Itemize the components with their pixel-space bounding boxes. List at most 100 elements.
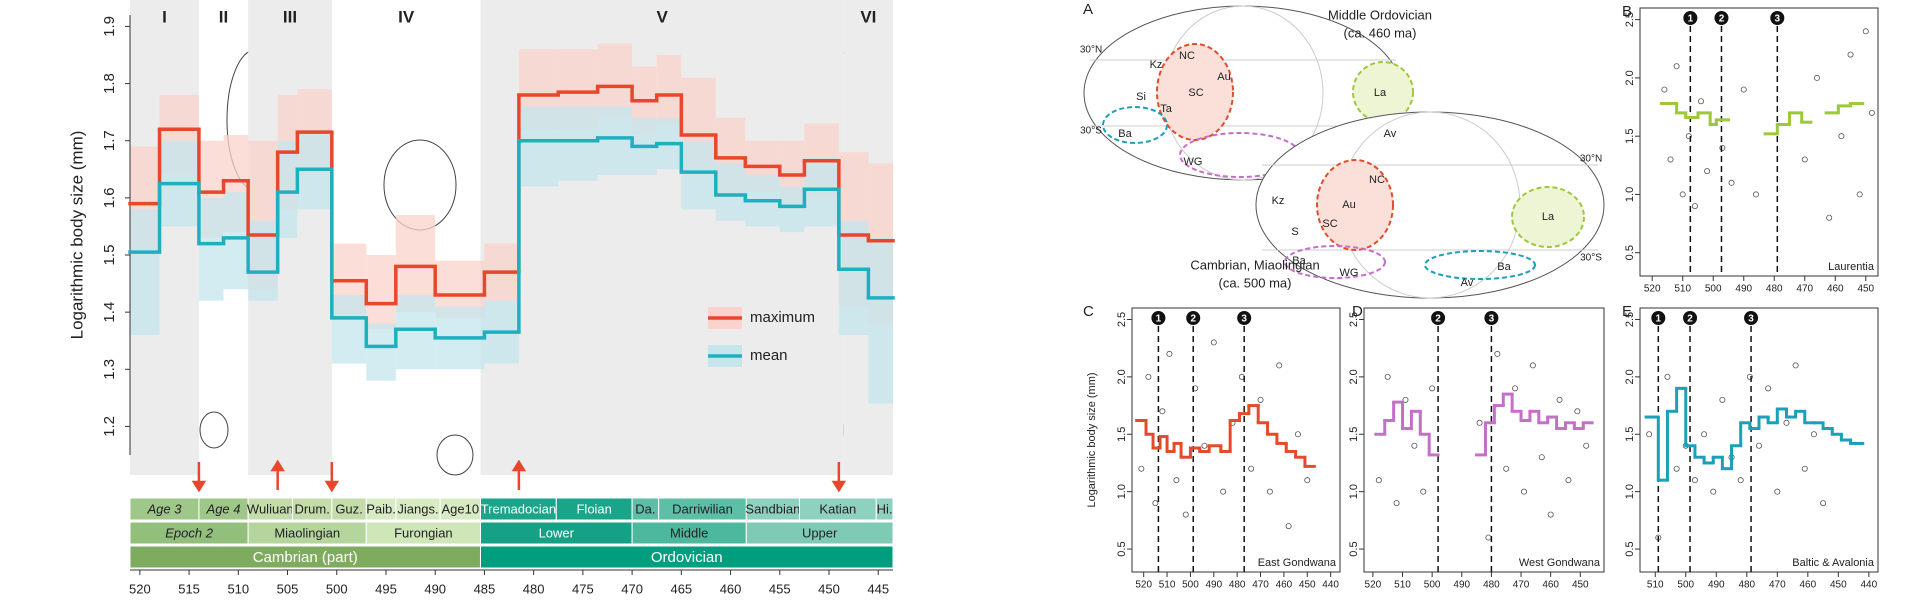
data-point <box>1756 442 1763 449</box>
data-point <box>1384 373 1391 380</box>
y-tick-label: 2.0 <box>1624 70 1636 85</box>
x-tick-label: 450 <box>1857 284 1874 295</box>
x-tick-label: 490 <box>1205 580 1222 591</box>
data-point <box>1704 168 1711 175</box>
phase-label: III <box>283 7 297 26</box>
x-tick-label: 490 <box>1453 580 1470 591</box>
data-point <box>1667 156 1674 163</box>
x-tick-label: 470 <box>1513 580 1530 591</box>
data-point <box>1476 419 1483 426</box>
chart: 0.5 1.0 1.5 2.0 2.5 510 500 490 480 470 460 450 440 1… <box>1622 303 1879 591</box>
region-label: Baltic & Avalonia <box>1792 557 1875 569</box>
x-tick-label: 480 <box>1483 580 1500 591</box>
data-point <box>1201 442 1208 449</box>
data-point <box>1257 396 1264 403</box>
x-tick-label: 460 <box>720 581 742 596</box>
y-tick-label: 1.8 <box>101 73 118 94</box>
x-tick-label: 480 <box>1766 284 1783 295</box>
panel-letter: D <box>1352 303 1363 320</box>
event-marker <box>1683 11 1698 25</box>
event-label: 2 <box>1719 14 1725 25</box>
y-tick-label: 1.7 <box>101 130 118 151</box>
data-point <box>1411 442 1418 449</box>
data-point <box>1266 488 1273 495</box>
x-tick-label: 490 <box>1708 580 1725 591</box>
range-band <box>248 220 278 301</box>
x-tick-label: 495 <box>375 581 397 596</box>
y-axis-label: Logarithmic body size (mm) <box>1086 372 1098 507</box>
x-tick-label: 470 <box>621 581 643 596</box>
terrane-label: SC <box>1322 218 1337 230</box>
range-band <box>838 220 869 335</box>
data-point <box>1210 339 1217 346</box>
data-point <box>1862 28 1869 35</box>
region-outline <box>1156 43 1234 141</box>
y-tick-label: 0.5 <box>1116 541 1128 556</box>
stratum-label: Tremadocian <box>481 501 556 516</box>
x-tick-label: 505 <box>277 581 299 596</box>
y-tick-label: 1.0 <box>1624 484 1636 499</box>
event-label: 2 <box>1435 314 1441 325</box>
data-point <box>1138 465 1145 472</box>
terrane-label: WG <box>1340 267 1359 279</box>
latitude-label: 30°S <box>1080 126 1102 137</box>
x-tick-label: 465 <box>670 581 692 596</box>
x-tick-label: 460 <box>1542 580 1559 591</box>
terrane-label: Ba <box>1497 261 1511 273</box>
event-marker <box>1431 311 1446 325</box>
range-band <box>223 192 249 290</box>
y-tick-label: 2.5 <box>1116 312 1128 327</box>
event-label: 3 <box>1241 314 1247 325</box>
x-tick-label: 500 <box>1182 580 1199 591</box>
event-arrow <box>511 459 527 490</box>
x-tick-label: 510 <box>1674 284 1691 295</box>
data-point <box>1728 179 1735 186</box>
plot-frame <box>1639 307 1879 573</box>
panel-letter: B <box>1622 3 1632 20</box>
data-point <box>1813 74 1820 81</box>
x-tick-label: 485 <box>474 581 496 596</box>
event-marker <box>1744 311 1759 325</box>
data-point <box>1173 477 1180 484</box>
data-point <box>1719 144 1726 151</box>
y-tick-label: 2.0 <box>1116 369 1128 384</box>
data-point <box>1529 362 1536 369</box>
event-marker <box>1237 311 1252 325</box>
data-point <box>1538 454 1545 461</box>
data-point <box>1856 191 1863 198</box>
x-tick-label: 510 <box>1159 580 1176 591</box>
range-band <box>558 106 598 181</box>
range-band <box>198 197 224 301</box>
data-point <box>1820 500 1827 507</box>
event-label: 2 <box>1190 314 1196 325</box>
x-tick-label: 510 <box>227 581 249 596</box>
event-marker <box>1651 311 1666 325</box>
data-point <box>1673 465 1680 472</box>
data-point <box>1521 488 1528 495</box>
panel-letter: C <box>1083 303 1094 320</box>
event-marker <box>1770 11 1785 25</box>
x-tick-label: 490 <box>424 581 446 596</box>
data-point <box>1826 214 1833 221</box>
terrane-label: Ba <box>1118 128 1132 140</box>
legend-label: maximum <box>750 309 815 326</box>
latitude-label: 30°N <box>1580 154 1602 165</box>
x-tick-label: 520 <box>129 581 151 596</box>
y-tick-label: 0.5 <box>1624 541 1636 556</box>
data-point <box>1801 156 1808 163</box>
chart: 0.5 1.0 1.5 2.0 2.5 520 510 500 490 480 470 460 450 1… <box>1622 3 1879 295</box>
terrane-label: S <box>1291 226 1298 238</box>
event-label: 3 <box>1489 314 1495 325</box>
data-point <box>1159 408 1166 415</box>
stratum-label: Sandbian <box>745 501 800 516</box>
stratum-label: Lower <box>539 525 575 540</box>
range-band <box>366 255 396 330</box>
stratum-label: Da. <box>635 501 655 516</box>
range-band <box>366 323 396 381</box>
range-band <box>597 106 633 175</box>
data-point <box>1783 419 1790 426</box>
event-label: 1 <box>1656 314 1662 325</box>
y-tick-label: 1.5 <box>101 245 118 266</box>
event-marker <box>1186 311 1201 325</box>
region-label: Laurentia <box>1828 261 1875 273</box>
